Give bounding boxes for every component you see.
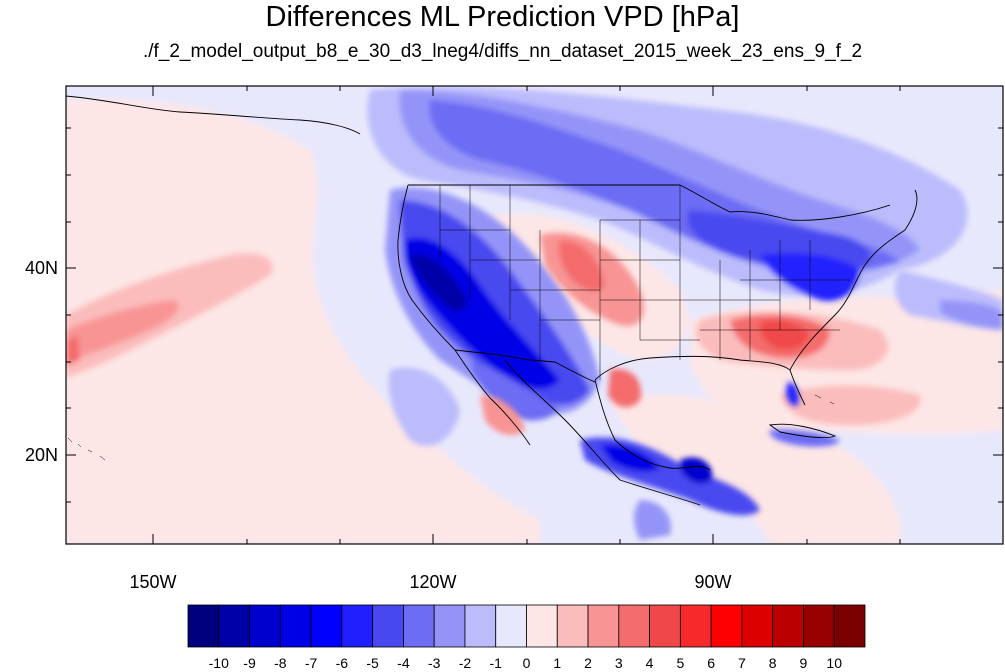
baja-coastline xyxy=(489,397,531,446)
lat-label-40n: 40N xyxy=(24,258,58,278)
colorbar-label: -6 xyxy=(335,655,349,671)
mexico-negative-light xyxy=(470,360,560,421)
cuba-outline xyxy=(768,423,837,439)
lon-label-120w: 120W xyxy=(409,572,457,592)
southeast-positive-core xyxy=(759,320,810,350)
lat-ticks-left-major xyxy=(66,267,76,456)
lon-ticks-top-minor xyxy=(246,86,901,91)
map-title: Differences ML Prediction VPD [hPa] xyxy=(265,1,740,33)
colorbar-label: 1 xyxy=(553,655,562,671)
east-coastline xyxy=(789,189,918,371)
colorbar-label: 2 xyxy=(584,655,592,671)
west-atlantic-positive xyxy=(780,385,921,425)
hawaii-islands xyxy=(67,437,106,461)
us-canada-border xyxy=(408,184,891,221)
plains-positive-core xyxy=(558,240,605,292)
pacific-offshore-negative xyxy=(388,367,460,446)
state-borders-central xyxy=(600,185,700,360)
map-subtitle: ./f_2_model_output_b8_e_30_d3_lneg4/diff… xyxy=(142,41,863,62)
pacific-streak-core xyxy=(66,336,80,366)
state-borders-east xyxy=(700,240,850,360)
atlantic-negative-core xyxy=(940,300,1003,330)
great-lakes-negative xyxy=(687,210,871,271)
colorbar-label: -7 xyxy=(304,655,318,671)
colorbar-label: 8 xyxy=(768,655,777,671)
florida-negative xyxy=(786,382,799,406)
lat-ticks-right-major xyxy=(993,267,1003,456)
colorbar-label: 5 xyxy=(676,655,685,671)
colorbar-label: -3 xyxy=(427,655,441,671)
colorbar-label: 3 xyxy=(614,655,623,671)
pacific-mexico-negative xyxy=(634,500,671,540)
colorbar-label: -8 xyxy=(274,655,287,671)
lat-label-20n: 20N xyxy=(24,445,58,465)
us-west-coastline xyxy=(397,184,491,399)
colorbar-label: -9 xyxy=(243,655,256,671)
caribbean-positive-field xyxy=(610,395,900,544)
colorbar-label: -2 xyxy=(458,655,472,671)
us-mexico-border xyxy=(454,349,596,383)
pacific-streak-mid xyxy=(66,300,179,362)
colorbar-label: 6 xyxy=(707,655,716,671)
colorbar-label: -4 xyxy=(397,655,410,671)
alaska-coastline xyxy=(66,95,361,135)
lon-ticks-top-major xyxy=(152,86,714,96)
mexico-gulf-coastline xyxy=(594,379,711,471)
colorbar-label: 0 xyxy=(522,655,531,671)
baja-positive xyxy=(480,395,525,436)
lat-ticks-left-minor xyxy=(66,127,71,503)
colorbar-label: -10 xyxy=(208,655,229,671)
central-america-core xyxy=(600,444,660,472)
lon-ticks-bottom-major xyxy=(152,534,714,544)
lon-label-150w: 150W xyxy=(129,572,177,592)
colorbar-label: 9 xyxy=(799,655,808,671)
lat-ticks-right-minor xyxy=(998,127,1003,503)
colorbar-label: 4 xyxy=(645,655,654,671)
lon-label-90w: 90W xyxy=(694,572,732,592)
yucatan-negative xyxy=(680,457,713,484)
lon-ticks-bottom-minor xyxy=(246,539,901,544)
colorbar-label: -1 xyxy=(489,655,502,671)
colorbar-label: 10 xyxy=(826,655,842,671)
vpd-difference-map xyxy=(65,85,1004,545)
mexico-pacific-coastline xyxy=(504,359,701,506)
gulf-positive xyxy=(608,369,641,408)
colorbar-label: -5 xyxy=(366,655,379,671)
west-negative-core xyxy=(410,254,467,312)
gulf-coastline xyxy=(594,355,806,406)
colorbar-label: 7 xyxy=(738,655,746,671)
bahamas-islands xyxy=(814,394,835,405)
